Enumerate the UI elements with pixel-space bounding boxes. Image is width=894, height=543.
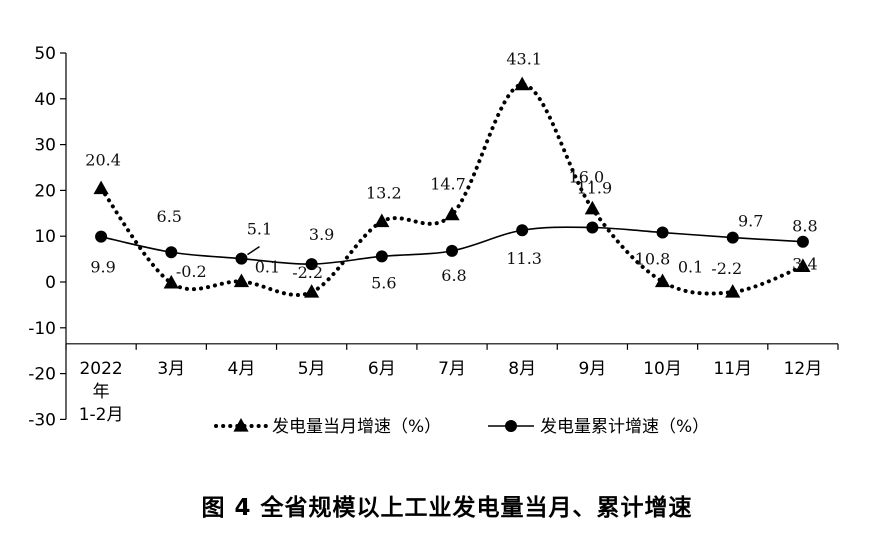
- data-label-cumulative: 5.1: [247, 220, 272, 239]
- y-tick-label: 0: [45, 273, 56, 293]
- chart-title: 图 4 全省规模以上工业发电量当月、累计增速: [201, 495, 693, 521]
- x-tick-label: 7月: [438, 359, 466, 379]
- legend: 发电量当月增速（%） 发电量累计增速（%）: [214, 417, 709, 437]
- triangle-marker: [374, 213, 390, 228]
- data-label-monthly: -0.2: [176, 262, 207, 281]
- circle-marker: [235, 252, 248, 265]
- data-label-cumulative: 10.8: [635, 250, 671, 269]
- series-line-monthly: [99, 82, 805, 297]
- legend-label-monthly: 发电量当月增速（%）: [272, 417, 441, 437]
- circle-marker: [165, 246, 178, 259]
- y-tick-label: -30: [28, 410, 56, 430]
- y-tick-label: -20: [28, 365, 56, 385]
- x-tick-label: 9月: [578, 359, 606, 379]
- x-tick-label: 6月: [368, 359, 396, 379]
- triangle-marker: [514, 76, 530, 91]
- data-label-cumulative: 8.8: [792, 217, 817, 236]
- data-label-monthly: 14.7: [430, 175, 466, 194]
- legend-label-cumulative: 发电量累计增速（%）: [540, 417, 709, 437]
- triangle-marker: [93, 180, 109, 195]
- data-label-cumulative: 6.5: [157, 207, 182, 226]
- y-tick-label: 20: [34, 181, 56, 201]
- label-leader-line: [247, 246, 260, 256]
- data-label-cumulative: 11.9: [577, 178, 613, 197]
- triangle-marker: [163, 274, 179, 289]
- x-tick-label: 5月: [298, 359, 326, 379]
- triangle-marker: [584, 200, 600, 215]
- y-tick-label: -10: [28, 319, 56, 339]
- x-tick-label: 11月: [713, 359, 752, 379]
- data-label-cumulative: 9.7: [738, 212, 763, 231]
- triangle-marker: [304, 284, 320, 298]
- triangle-marker: [725, 284, 741, 298]
- x-tick-label: 12月: [784, 359, 823, 379]
- triangle-marker: [444, 206, 460, 221]
- circle-marker: [796, 235, 809, 248]
- legend-triangle-icon: [233, 418, 249, 432]
- x-tick-label: 3月: [157, 359, 185, 379]
- circle-marker: [726, 231, 739, 244]
- circle-marker: [446, 244, 458, 257]
- x-tick-label: 4月: [228, 359, 256, 379]
- data-label-cumulative: 11.3: [506, 249, 542, 268]
- circle-marker: [516, 224, 529, 237]
- data-label-monthly: -2.2: [292, 263, 323, 282]
- x-tick-label: 8月: [508, 359, 536, 379]
- circle-marker: [375, 250, 388, 263]
- data-label-cumulative: 3.9: [309, 225, 334, 244]
- data-label-cumulative: 6.8: [441, 266, 466, 285]
- x-tick-label: 10月: [643, 359, 682, 379]
- y-tick-label: 10: [34, 227, 56, 247]
- data-label-cumulative: 9.9: [90, 258, 115, 277]
- line-chart: 50 40 30 20 10 0 -10 -20 -30 2022 年 1-2月 3月 4月 5月 6月 7月 8…: [28, 44, 839, 437]
- triangle-marker: [233, 273, 250, 288]
- data-label-monthly: 0.1: [678, 258, 703, 277]
- triangle-marker: [654, 273, 671, 288]
- x-tick-label: 年: [93, 382, 110, 402]
- data-label-monthly: -2.2: [711, 259, 742, 278]
- data-label-cumulative: 5.6: [371, 273, 396, 292]
- legend-circle-icon: [505, 420, 517, 432]
- data-label-monthly: 43.1: [506, 50, 542, 69]
- triangle-marker: [795, 258, 811, 273]
- data-label-monthly: 16.0: [569, 168, 605, 187]
- data-label-monthly: 13.2: [366, 184, 402, 203]
- x-tick-label: 1-2月: [79, 405, 124, 425]
- circle-marker: [305, 258, 318, 271]
- y-tick-label: 50: [34, 44, 56, 64]
- x-tick-label: 2022: [79, 359, 122, 379]
- y-tick-label: 30: [34, 136, 56, 156]
- data-label-monthly: 0.1: [255, 258, 280, 277]
- circle-marker: [95, 230, 108, 243]
- data-label-monthly: 3.4: [792, 254, 817, 273]
- circle-marker: [656, 226, 669, 239]
- data-label-monthly: 20.4: [85, 151, 121, 170]
- y-tick-label: 40: [34, 90, 56, 110]
- circle-marker: [586, 221, 599, 234]
